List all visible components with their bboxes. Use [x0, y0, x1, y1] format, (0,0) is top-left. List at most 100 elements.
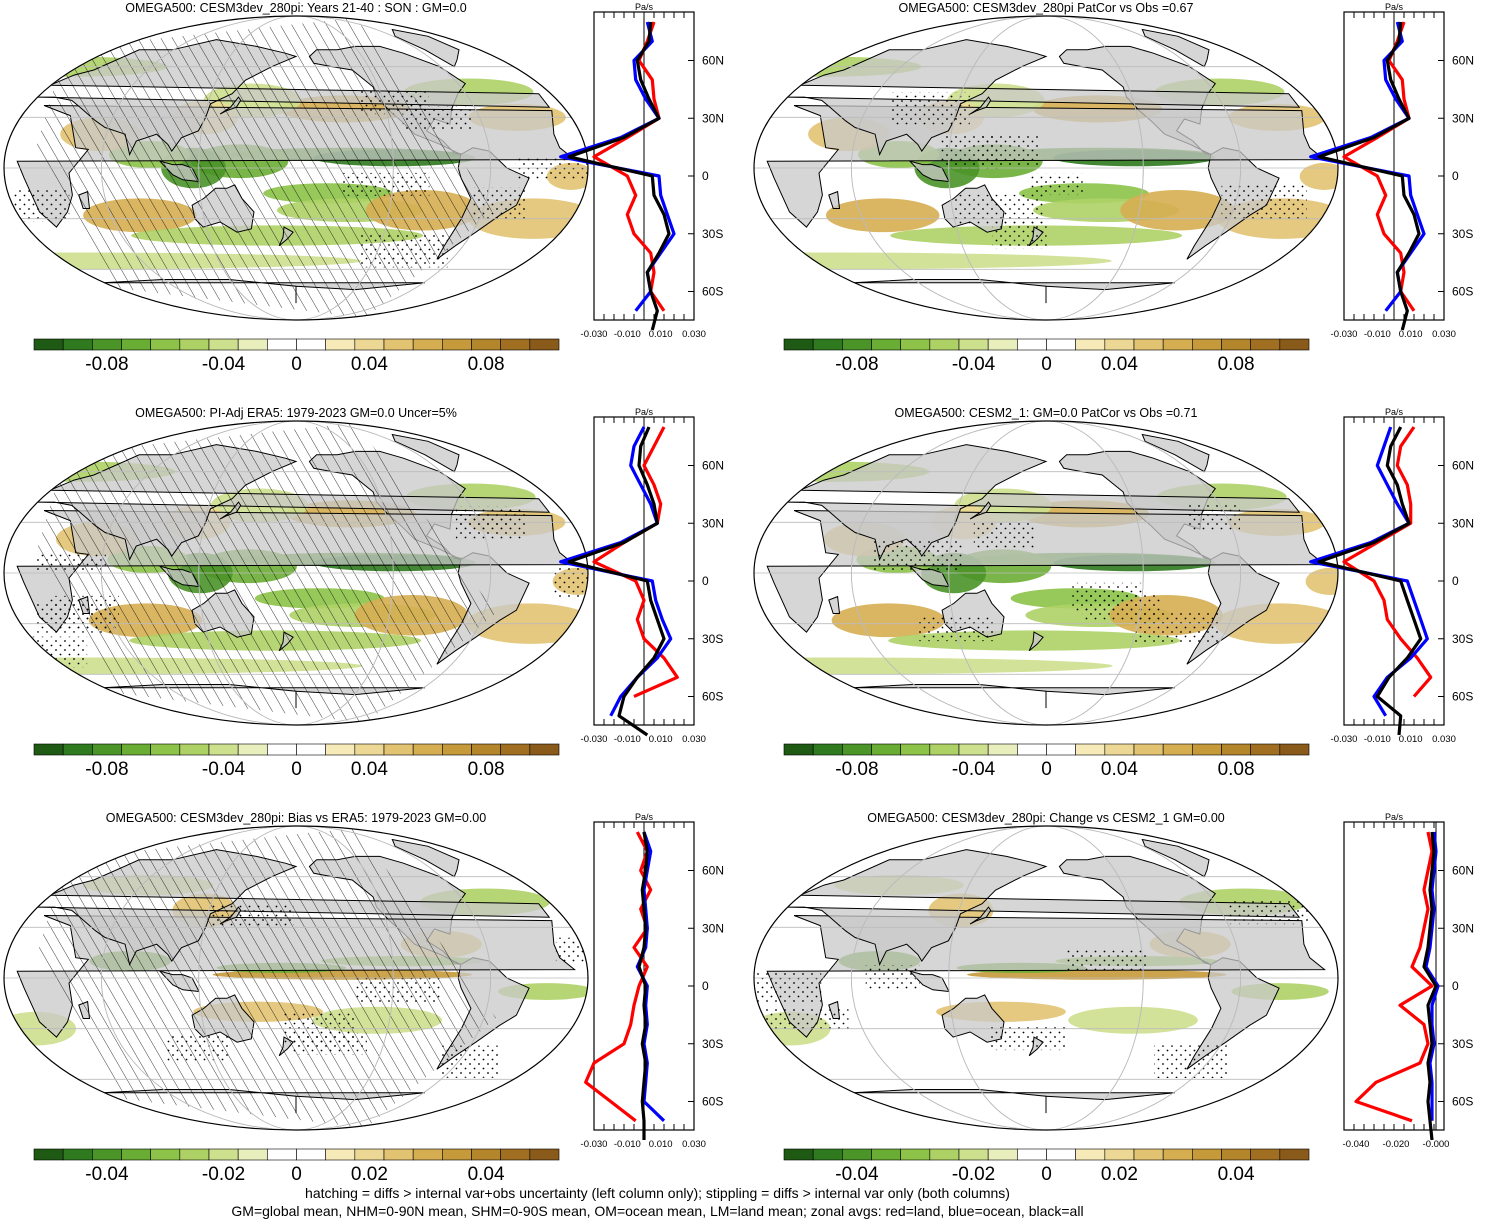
- zonal-lat-label: 60N: [1452, 459, 1474, 473]
- colorbar-box: [812, 1148, 843, 1161]
- coastline: [391, 433, 460, 473]
- colorbar-label: 0: [291, 1164, 302, 1185]
- stipple-region: [873, 538, 963, 571]
- zonal-lat-label: 30S: [702, 227, 723, 241]
- zonal-mean-plot: Pa/s 60N 30N 0 30S 60S -0.030 -0.010 0.010 0.030: [1309, 2, 1474, 340]
- zonal-series-all: [567, 426, 666, 737]
- colorbar-box: [1162, 743, 1193, 756]
- colorbar: -0.04 -0.02 0 0.02 0.04: [33, 1148, 560, 1185]
- zonal-x-tick-label: 0.030: [1432, 734, 1456, 745]
- colorbar-label: -0.04: [952, 759, 996, 780]
- stipple-region: [1188, 504, 1240, 531]
- colorbar-label: 0: [1041, 759, 1052, 780]
- colorbar-box: [383, 338, 414, 351]
- colorbar-box: [267, 743, 297, 756]
- colorbar-label: 0.04: [1101, 759, 1138, 780]
- map-border: [753, 825, 1339, 1131]
- zonal-lat-label: 30N: [702, 921, 724, 935]
- field-contour: [1120, 189, 1234, 231]
- colorbar-box: [92, 338, 122, 351]
- colorbar-label: -0.08: [85, 759, 128, 780]
- map: [754, 421, 1338, 725]
- colorbar-label: 0.08: [468, 354, 505, 375]
- stipple-region: [1221, 185, 1307, 220]
- footer-abbreviations-note: GM=global mean, NHM=0-90N mean, SHM=0-90…: [231, 1203, 1084, 1219]
- colorbar-box: [1250, 1148, 1281, 1161]
- colorbar-box: [929, 743, 960, 756]
- colorbar-box: [1250, 338, 1281, 351]
- colorbar-box: [900, 1148, 931, 1161]
- colorbar-label: 0: [291, 354, 302, 375]
- colorbar-label: 0.04: [1218, 1164, 1255, 1185]
- colorbar-label: -0.02: [202, 1164, 245, 1185]
- zonal-series-ocean: [1424, 831, 1440, 1121]
- colorbar-label: 0: [1041, 1164, 1052, 1185]
- stipple-region: [1154, 1045, 1228, 1079]
- longitude-line: [198, 826, 394, 1130]
- colorbar-label: 0.08: [1218, 354, 1255, 375]
- colorbar: -0.08 -0.04 0 0.04 0.08: [783, 338, 1310, 375]
- colorbar-box: [1279, 743, 1310, 756]
- colorbar-box: [1162, 338, 1193, 351]
- colorbar-box: [871, 743, 901, 756]
- stippling: [873, 504, 1240, 644]
- colorbar-box: [1017, 743, 1047, 756]
- zonal-lat-label: 0: [702, 574, 709, 588]
- map: [4, 421, 588, 725]
- map-border: [3, 825, 589, 1131]
- colorbar-box: [354, 743, 385, 756]
- stipple-region: [941, 133, 1000, 169]
- colorbar-label: 0.04: [468, 1164, 505, 1185]
- field-contour: [825, 198, 940, 233]
- colorbar-box: [237, 338, 268, 351]
- zonal-lat-label: 30S: [702, 1037, 723, 1051]
- colorbar-box: [33, 1148, 64, 1161]
- zonal-x-tick-label: -0.010: [614, 734, 641, 745]
- colorbar: -0.08 -0.04 0 0.04 0.08: [33, 743, 560, 780]
- colorbar-box: [179, 338, 210, 351]
- zonal-lat-label: 0: [702, 169, 709, 183]
- colorbar-box: [1279, 338, 1310, 351]
- colorbar-label: 0.08: [468, 759, 505, 780]
- panel-1: OMEGA500: CESM3dev_280pi: Years 21-40 : …: [3, 1, 724, 375]
- zonal-series-land: [1354, 831, 1434, 1123]
- stipple-region: [954, 194, 1045, 225]
- colorbar-box: [33, 743, 64, 756]
- zonal-mean-plot: Pa/s 60N 30N 0 30S 60S -0.030 -0.010 0.010 0.030: [581, 812, 724, 1150]
- coastline: [908, 160, 950, 183]
- coastline: [852, 279, 1175, 304]
- colorbar-box: [958, 1148, 989, 1161]
- colorbar-box: [354, 338, 385, 351]
- colorbar-box: [412, 743, 443, 756]
- zonal-lat-label: 0: [1452, 979, 1459, 993]
- colorbar-box: [62, 743, 93, 756]
- zonal-x-tick-label: 0.030: [682, 329, 706, 340]
- longitude-line: [850, 16, 1242, 320]
- longitude-line: [948, 421, 1144, 725]
- graticule: [4, 421, 588, 725]
- colorbar-box: [842, 1148, 872, 1161]
- panel-title: OMEGA500: CESM3dev_280pi: Bias vs ERA5: …: [106, 811, 486, 825]
- colorbar-box: [412, 1148, 443, 1161]
- colorbar-label: -0.08: [85, 354, 128, 375]
- colorbar-box: [442, 338, 472, 351]
- colorbar-box: [783, 743, 814, 756]
- colorbar-box: [471, 743, 501, 756]
- coastline: [828, 190, 841, 209]
- map: [4, 16, 588, 320]
- zonal-mean-plot: Pa/s 60N 30N 0 30S 60S -0.030 -0.010 0.010 0.030: [559, 2, 724, 340]
- colorbar-label: 0.04: [1101, 354, 1138, 375]
- map: [754, 826, 1338, 1130]
- colorbar-box: [150, 338, 181, 351]
- zonal-lat-label: 60N: [1452, 864, 1474, 878]
- colorbar-label: 0.08: [1218, 759, 1255, 780]
- longitude-line: [948, 826, 1144, 1130]
- zonal-x-tick-label: 0.030: [682, 734, 706, 745]
- zonal-mean-plot: Pa/s 60N 30N 0 30S 60S -0.040 -0.020 -0.000: [1343, 812, 1474, 1150]
- colorbar-label: -0.04: [952, 354, 996, 375]
- colorbar-box: [1221, 1148, 1251, 1161]
- map-border: [3, 420, 589, 726]
- longitude-line: [850, 826, 1242, 1130]
- graticule: [4, 16, 588, 320]
- colorbar-box: [1192, 338, 1222, 351]
